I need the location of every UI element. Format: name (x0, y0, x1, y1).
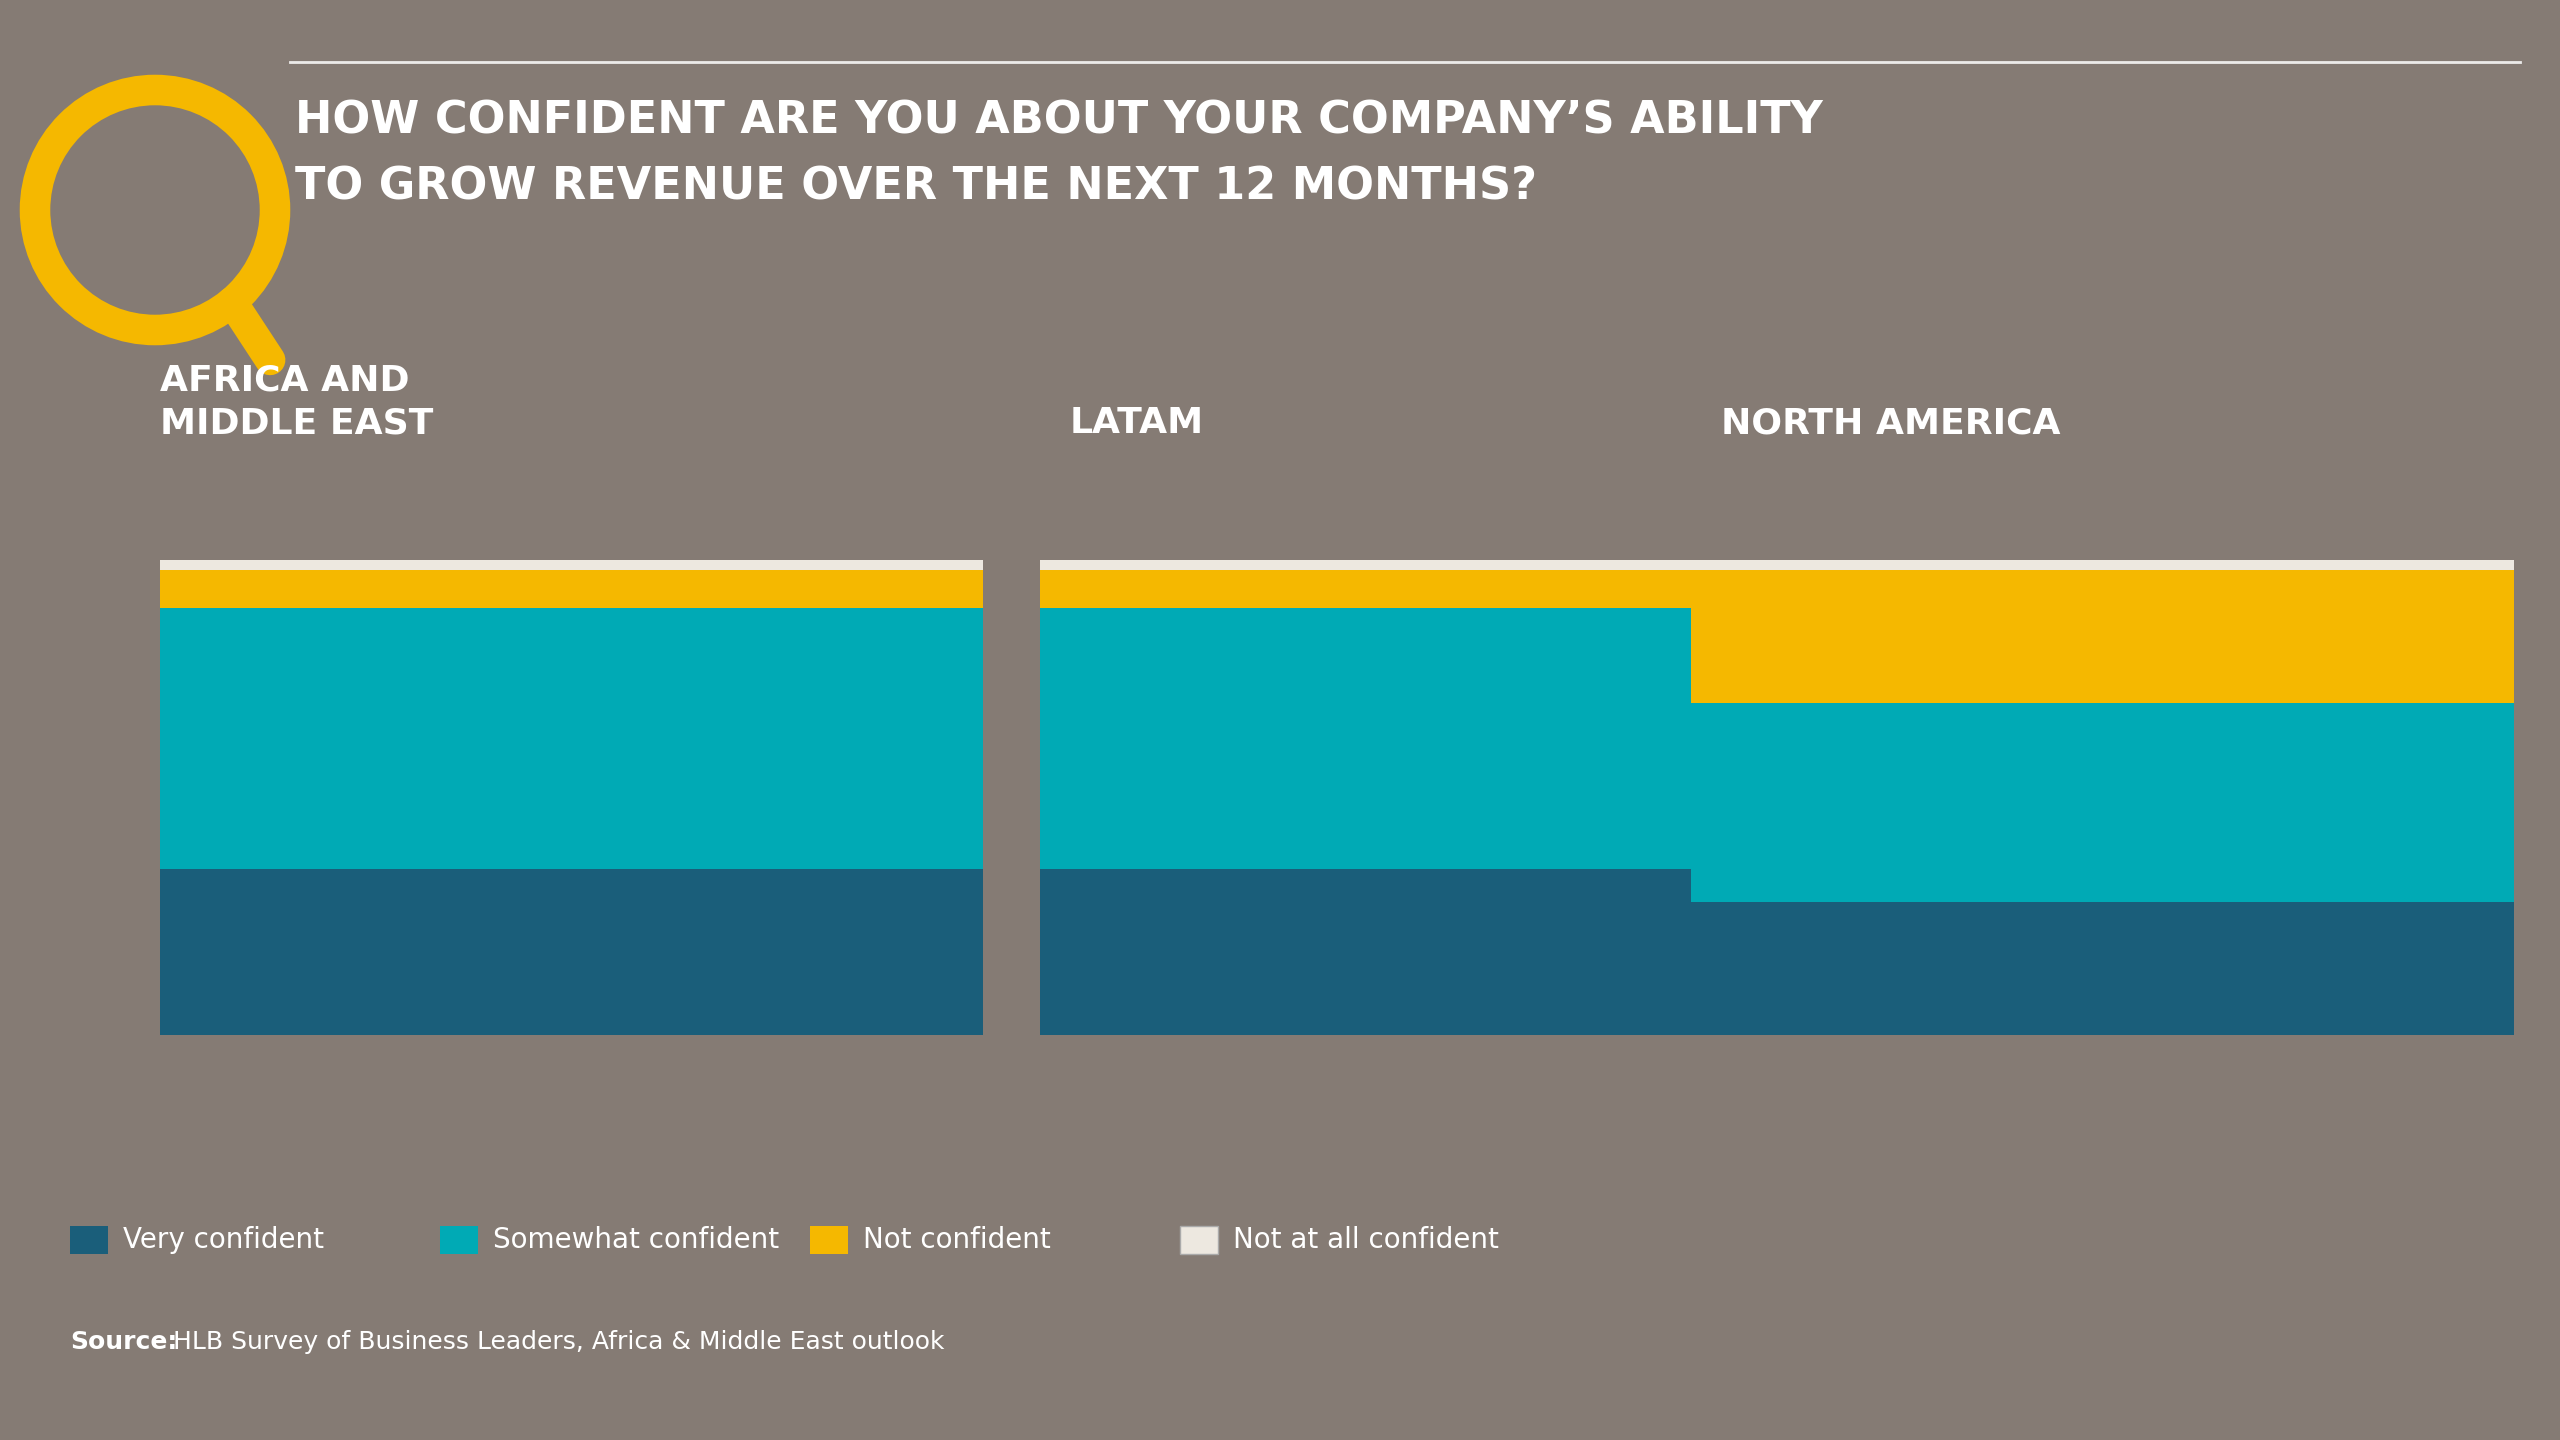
Bar (809, 1225, 847, 1254)
Text: HLB Survey of Business Leaders, Africa & Middle East outlook: HLB Survey of Business Leaders, Africa &… (164, 1331, 945, 1354)
Bar (159, 868, 983, 1035)
Text: LATAM: LATAM (1070, 406, 1203, 441)
Bar (440, 1225, 479, 1254)
Text: Not at all confident: Not at all confident (1234, 1225, 1498, 1254)
Bar (159, 569, 983, 608)
Bar (1039, 868, 1864, 1035)
Bar (1692, 560, 2514, 569)
Bar (1692, 703, 2514, 901)
Bar (69, 1225, 108, 1254)
Text: Somewhat confident: Somewhat confident (494, 1225, 778, 1254)
Text: HOW CONFIDENT ARE YOU ABOUT YOUR COMPANY’S ABILITY: HOW CONFIDENT ARE YOU ABOUT YOUR COMPANY… (294, 99, 1823, 143)
Bar (1039, 608, 1864, 868)
Text: Not confident: Not confident (863, 1225, 1050, 1254)
Bar (1692, 901, 2514, 1035)
Bar (1039, 560, 1864, 569)
Text: Very confident: Very confident (123, 1225, 325, 1254)
Text: AFRICA AND
MIDDLE EAST: AFRICA AND MIDDLE EAST (159, 364, 433, 441)
Text: TO GROW REVENUE OVER THE NEXT 12 MONTHS?: TO GROW REVENUE OVER THE NEXT 12 MONTHS? (294, 166, 1536, 207)
Bar (159, 560, 983, 569)
Bar (1180, 1225, 1219, 1254)
Text: NORTH AMERICA: NORTH AMERICA (1720, 406, 2061, 441)
Bar (159, 608, 983, 868)
Bar (1692, 569, 2514, 703)
Bar (1039, 569, 1864, 608)
Text: Source:: Source: (69, 1331, 177, 1354)
